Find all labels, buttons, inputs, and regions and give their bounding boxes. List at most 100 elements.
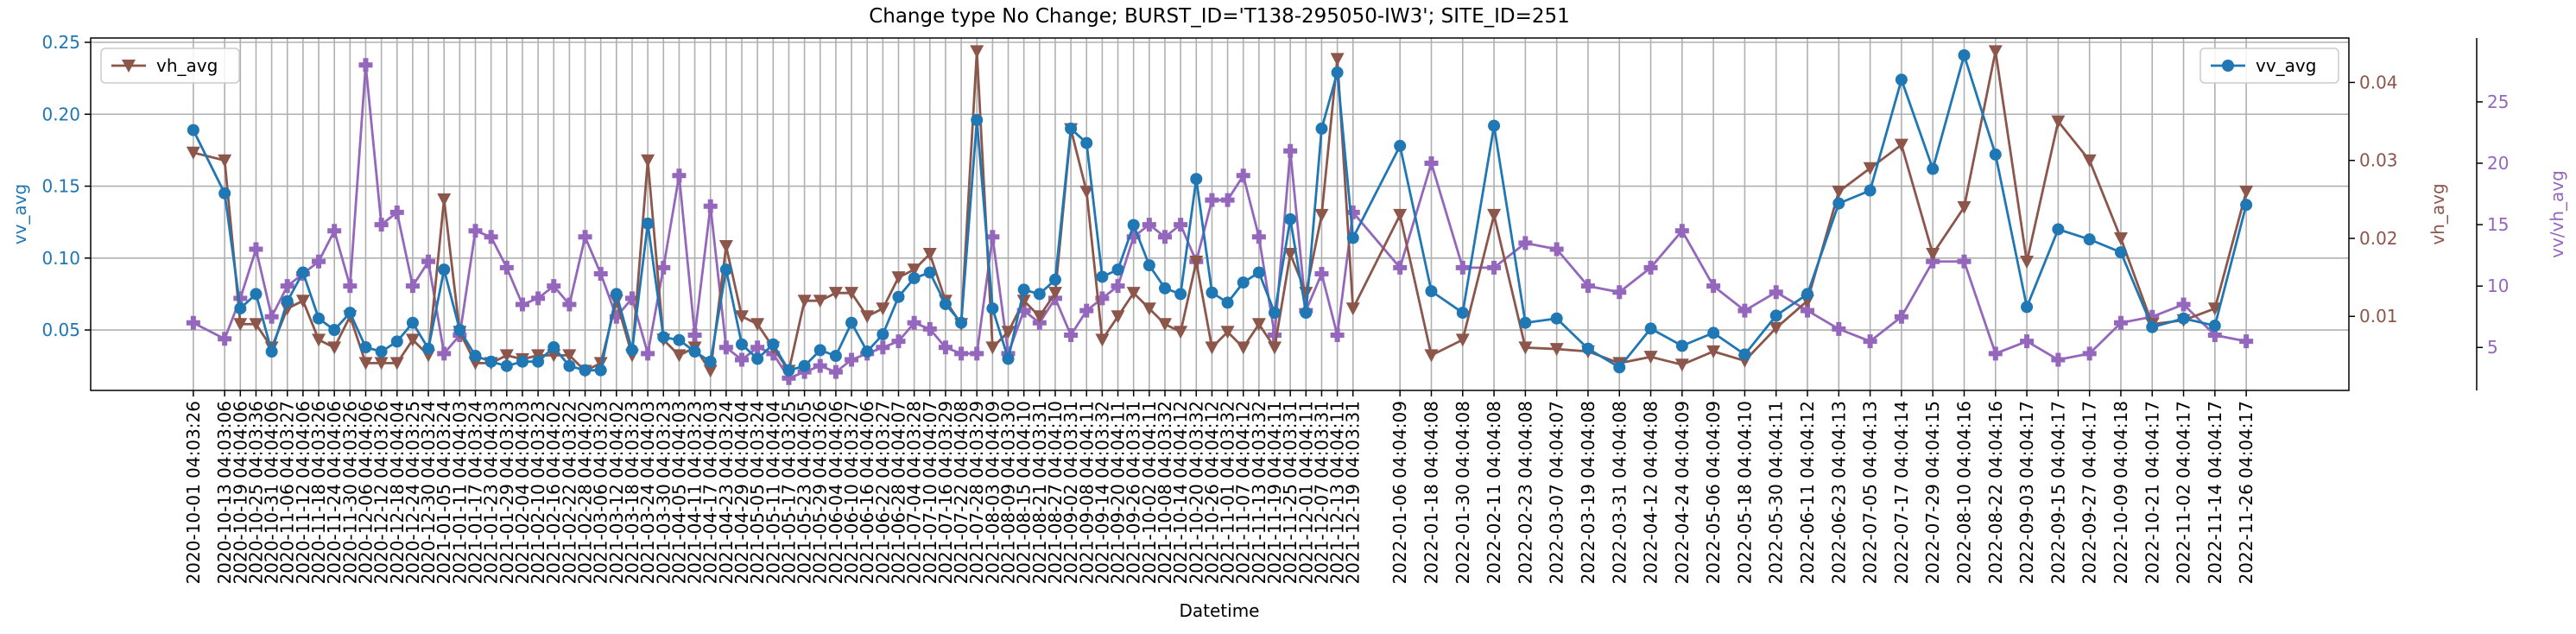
point [672, 168, 687, 183]
point [1456, 307, 1469, 320]
x-tick-label: 2021-03-24 04:04:03 [637, 401, 658, 584]
point [1268, 341, 1282, 355]
point [767, 338, 780, 351]
x-tick-label: 2020-12-24 04:03:25 [402, 401, 423, 584]
x-tick-label: 2021-11-07 04:04:12 [1233, 401, 1254, 584]
point [1894, 309, 1908, 324]
point [374, 218, 389, 232]
chart-title: Change type No Change; BURST_ID='T138-29… [869, 5, 1570, 28]
point [1190, 173, 1203, 186]
point [1251, 230, 1266, 244]
point [1424, 349, 1439, 363]
x-tick-label: 2022-11-26 04:04:17 [2236, 401, 2256, 584]
x-tick-label: 2021-03-12 04:04:02 [606, 401, 627, 584]
point [1174, 218, 1188, 232]
x-tick-label: 2021-10-14 04:04:12 [1170, 401, 1191, 584]
point [296, 266, 309, 279]
point [985, 230, 1000, 244]
x-tick-label: 2022-09-03 04:04:17 [2016, 401, 2037, 584]
point [233, 318, 248, 332]
point [845, 352, 859, 367]
x-tick-label: 2021-12-07 04:03:31 [1311, 401, 1332, 584]
point [719, 263, 732, 276]
point [2051, 352, 2066, 367]
x-tick-label: 2022-05-18 04:04:10 [1734, 401, 1755, 584]
legend-marker [122, 60, 136, 73]
point [1926, 254, 1940, 269]
x-tick-label: 2021-06-10 04:03:27 [841, 401, 862, 584]
point [468, 224, 483, 238]
point [1487, 208, 1502, 222]
x-tick-label: 2020-10-13 04:03:06 [214, 401, 235, 584]
point [1300, 307, 1313, 320]
point [1424, 156, 1439, 171]
point [955, 316, 968, 329]
point [249, 242, 263, 257]
point [1345, 205, 1360, 219]
point [1314, 266, 1329, 281]
point [922, 248, 937, 262]
point [938, 340, 953, 355]
point [782, 371, 796, 385]
x-tick-label: 2020-10-31 04:04:06 [262, 401, 282, 584]
point [908, 272, 921, 285]
x-tick-label: 2021-04-23 04:03:24 [716, 401, 737, 584]
point [845, 287, 859, 301]
point [562, 297, 577, 312]
x-tick-label: 2022-11-14 04:04:17 [2205, 401, 2225, 584]
x-tick-label: 2022-01-18 04:04:08 [1421, 401, 1441, 584]
point [1518, 341, 1533, 355]
point [1455, 333, 1470, 347]
x-tick-label: 2021-04-05 04:04:03 [668, 401, 689, 584]
point [2083, 233, 2096, 246]
x-tick-label: 2021-09-20 04:04:11 [1108, 401, 1129, 584]
point [673, 333, 686, 346]
x-tick-label: 2021-08-21 04:03:31 [1029, 401, 1050, 584]
point [1519, 316, 1532, 329]
point [688, 346, 701, 358]
point [1549, 242, 1564, 257]
point [1643, 260, 1658, 275]
point [1252, 266, 1265, 279]
point [1174, 288, 1187, 301]
point [389, 357, 404, 371]
point [1001, 326, 1016, 339]
point [1801, 303, 1815, 318]
y2-tick-label: 0.04 [2359, 72, 2398, 92]
point [735, 352, 750, 367]
point [1111, 310, 1125, 324]
x-tick-label: 2021-08-15 04:04:10 [1014, 401, 1035, 584]
x-tick-label: 2020-11-30 04:03:26 [339, 401, 360, 584]
point [532, 355, 545, 368]
point [250, 288, 263, 301]
y3-tick-label: 20 [2487, 153, 2509, 174]
x-tick-label: 2021-12-01 04:04:11 [1295, 401, 1316, 584]
point [2207, 328, 2222, 343]
point [1643, 351, 1658, 365]
point [1315, 122, 1328, 135]
x-tick-label: 2021-02-28 04:04:02 [575, 401, 596, 584]
legend-marker [2222, 60, 2234, 72]
point [2082, 154, 2097, 168]
point [1580, 279, 1595, 294]
point [2145, 309, 2160, 324]
x-tick-label: 2022-02-23 04:04:08 [1515, 401, 1535, 584]
x-tick-label: 2021-05-11 04:04:04 [763, 401, 783, 584]
point [1958, 48, 1971, 61]
point [922, 321, 937, 336]
point [1206, 286, 1218, 299]
point [499, 260, 514, 275]
point [563, 359, 576, 372]
point [265, 346, 278, 358]
point [1957, 254, 1972, 269]
point [1894, 138, 1908, 152]
point [1346, 231, 1359, 244]
point [1032, 310, 1047, 324]
point [782, 364, 795, 377]
x-tick-label: 2021-07-04 04:03:28 [904, 401, 925, 584]
x-tick-label: 2021-10-08 04:03:32 [1155, 401, 1175, 584]
point [828, 365, 843, 379]
x-tick-label: 2020-12-30 04:03:24 [418, 401, 439, 584]
point [2239, 185, 2254, 199]
x-tick-label: 2022-09-15 04:04:17 [2048, 401, 2068, 584]
